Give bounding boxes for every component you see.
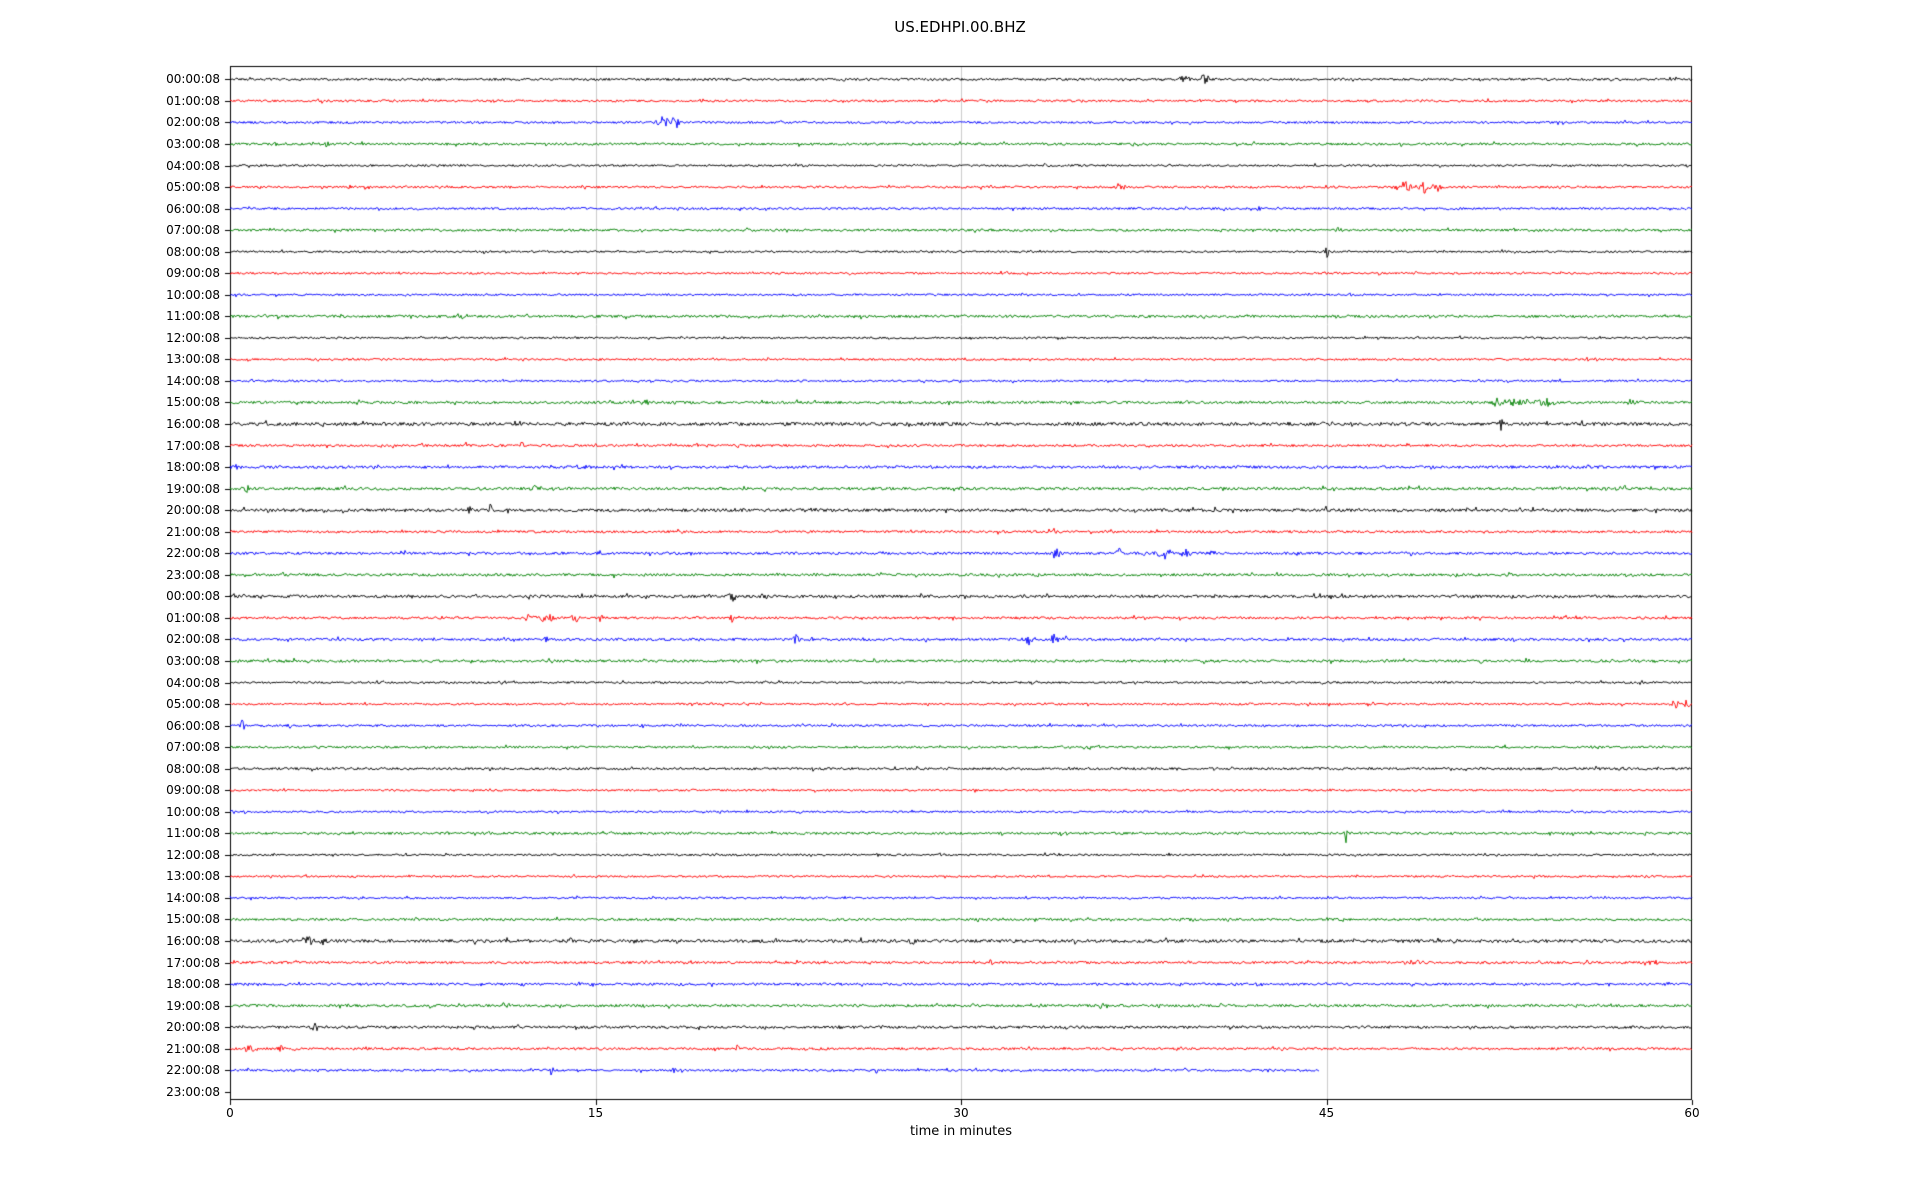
y-tick-label: 01:00:08 <box>166 610 220 625</box>
y-tick-label: 01:00:08 <box>166 93 220 108</box>
y-tick-label: 19:00:08 <box>166 998 220 1013</box>
y-tick-label: 10:00:08 <box>166 804 220 819</box>
y-tick-label: 23:00:08 <box>166 567 220 582</box>
y-tick-label: 07:00:08 <box>166 223 220 238</box>
y-tick-label: 20:00:08 <box>166 1020 220 1035</box>
y-tick-label: 18:00:08 <box>166 977 220 992</box>
x-tick-label: 0 <box>226 1106 234 1120</box>
y-tick-label: 08:00:08 <box>166 244 220 259</box>
y-tick-label: 10:00:08 <box>166 287 220 302</box>
x-tick-label: 45 <box>1318 1106 1335 1120</box>
y-tick-label: 17:00:08 <box>166 955 220 970</box>
y-tick-label: 05:00:08 <box>166 697 220 712</box>
y-tick-label: 18:00:08 <box>166 460 220 475</box>
y-tick-label: 15:00:08 <box>166 395 220 410</box>
y-tick-label: 16:00:08 <box>166 417 220 432</box>
y-tick-label: 12:00:08 <box>166 847 220 862</box>
y-tick-label: 23:00:08 <box>166 1084 220 1099</box>
y-tick-label: 11:00:08 <box>166 309 220 324</box>
y-tick-label: 02:00:08 <box>166 115 220 130</box>
y-tick-label: 21:00:08 <box>166 1041 220 1056</box>
y-tick-label: 06:00:08 <box>166 201 220 216</box>
y-tick-label: 13:00:08 <box>166 352 220 367</box>
y-tick-label: 02:00:08 <box>166 632 220 647</box>
y-tick-label: 19:00:08 <box>166 481 220 496</box>
y-tick-label: 11:00:08 <box>166 826 220 841</box>
y-tick-label: 12:00:08 <box>166 330 220 345</box>
y-tick-label: 22:00:08 <box>166 546 220 561</box>
y-tick-label: 22:00:08 <box>166 1063 220 1078</box>
y-tick-label: 13:00:08 <box>166 869 220 884</box>
y-tick-label: 16:00:08 <box>166 934 220 949</box>
y-tick-label: 03:00:08 <box>166 653 220 668</box>
y-tick-label: 00:00:08 <box>166 72 220 87</box>
y-tick-label: 09:00:08 <box>166 783 220 798</box>
y-tick-label: 14:00:08 <box>166 373 220 388</box>
x-tick-label: 15 <box>587 1106 604 1120</box>
y-tick-label: 04:00:08 <box>166 158 220 173</box>
y-tick-label: 03:00:08 <box>166 136 220 151</box>
x-axis-label: time in minutes <box>909 1124 1013 1139</box>
y-tick-label: 15:00:08 <box>166 912 220 927</box>
y-tick-label: 14:00:08 <box>166 890 220 905</box>
y-tick-label: 09:00:08 <box>166 266 220 281</box>
y-tick-label: 07:00:08 <box>166 740 220 755</box>
x-tick-label: 60 <box>1684 1106 1700 1120</box>
y-tick-label: 06:00:08 <box>166 718 220 733</box>
y-tick-label: 20:00:08 <box>166 503 220 518</box>
chart-title: US.EDHPI.00.BHZ <box>894 18 1026 36</box>
y-tick-label: 05:00:08 <box>166 180 220 195</box>
y-tick-label: 00:00:08 <box>166 589 220 604</box>
y-tick-label: 21:00:08 <box>166 524 220 539</box>
y-tick-label: 17:00:08 <box>166 438 220 453</box>
y-tick-label: 04:00:08 <box>166 675 220 690</box>
y-tick-label: 08:00:08 <box>166 761 220 776</box>
x-tick-label: 30 <box>953 1106 969 1120</box>
